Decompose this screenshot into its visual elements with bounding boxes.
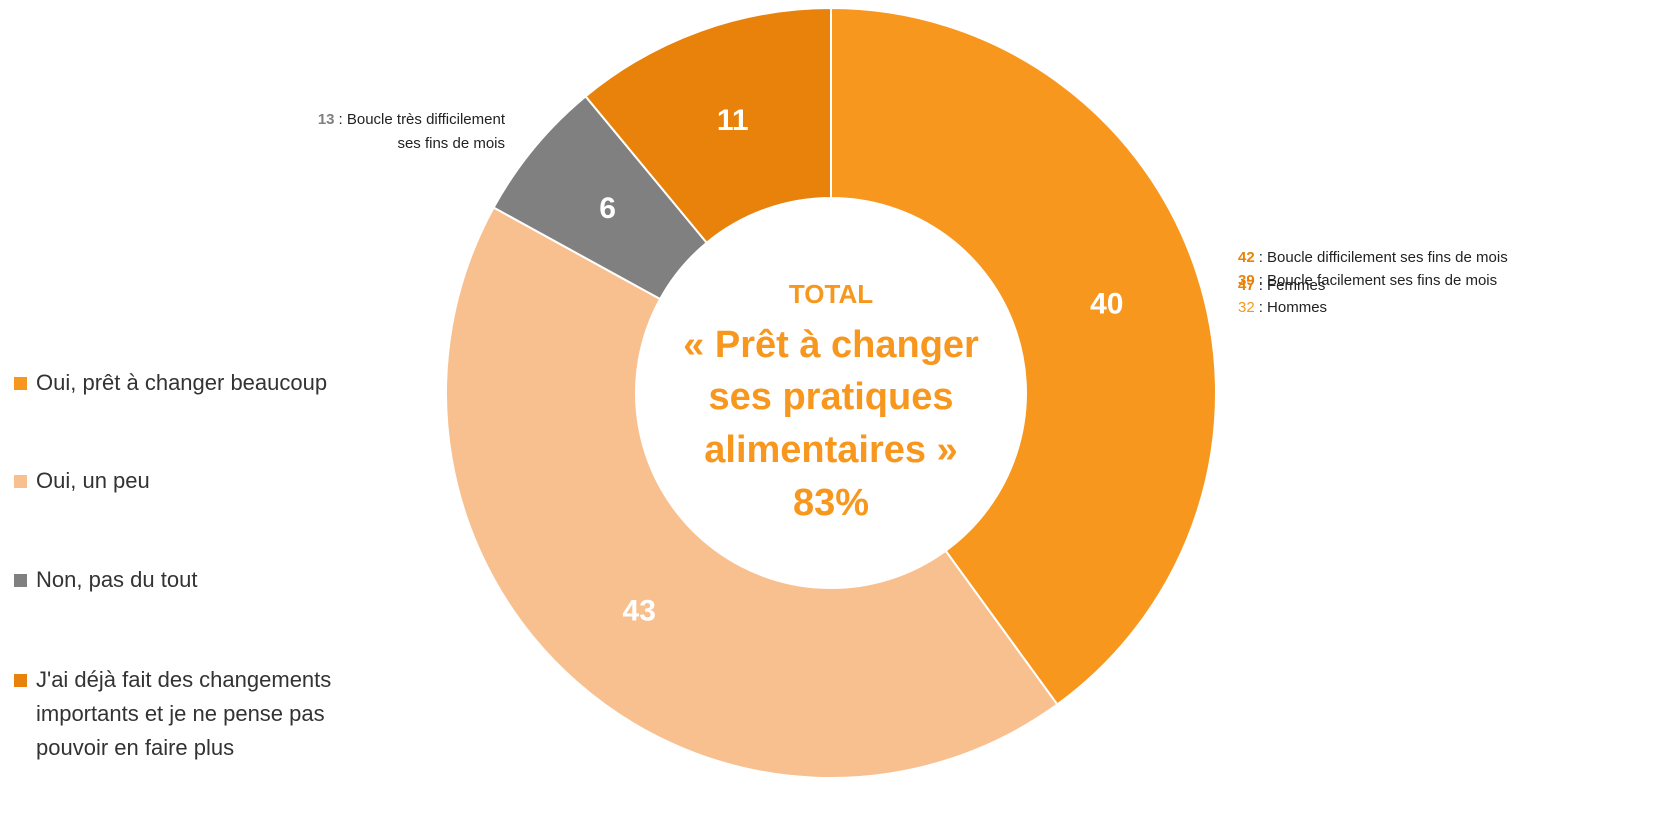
legend-label: Oui, un peu — [36, 468, 150, 493]
annotation: 47: Femmes — [1238, 277, 1325, 294]
center-text: TOTAL — [789, 279, 873, 309]
data-label: 6 — [599, 192, 616, 225]
legend-item: Oui, prêt à changer beaucoup — [14, 366, 364, 400]
annotation-text: ses fins de mois — [397, 135, 505, 152]
legend-item: J'ai déjà fait des changements important… — [14, 663, 364, 765]
annotation-number: 13 — [318, 111, 335, 128]
donut-segment — [445, 206, 1059, 779]
legend-swatch — [14, 674, 27, 687]
legend-label: Non, pas du tout — [36, 567, 198, 592]
annotation: 13: Boucle très difficilement — [318, 111, 506, 128]
data-label: 40 — [1090, 287, 1123, 320]
legend-item: Oui, un peu — [14, 464, 364, 498]
annotation-text: : Boucle difficilement ses fins de mois — [1259, 249, 1508, 266]
annotation-text: : Boucle très difficilement — [339, 111, 506, 128]
annotation: 32: Hommes — [1238, 299, 1327, 316]
center-text: ses pratiques — [709, 376, 954, 418]
legend-swatch — [14, 475, 27, 488]
annotation-text: : Boucle facilement ses fins de mois — [1259, 272, 1497, 289]
center-text: « Prêt à changer — [683, 324, 979, 366]
annotation-number: 32 — [1238, 299, 1255, 316]
legend-label: J'ai déjà fait des changements important… — [36, 667, 332, 760]
center-text: 83% — [793, 482, 869, 524]
data-label: 43 — [623, 594, 656, 627]
legend-item: Non, pas du tout — [14, 563, 364, 597]
annotation-number: 47 — [1238, 277, 1255, 294]
annotation-text: : Hommes — [1259, 299, 1327, 316]
center-text: alimentaires » — [704, 429, 957, 471]
legend-label: Oui, prêt à changer beaucoup — [36, 370, 328, 395]
annotation: 39: Boucle facilement ses fins de mois — [1238, 272, 1497, 289]
annotation-number: 42 — [1238, 249, 1255, 266]
annotation: ses fins de mois — [397, 135, 505, 152]
data-label: 11 — [717, 104, 749, 137]
legend-swatch — [14, 377, 27, 390]
annotation-text: : Femmes — [1259, 277, 1326, 294]
donut-segment — [584, 6, 832, 245]
annotation-number: 39 — [1238, 272, 1255, 289]
annotation: 42: Boucle difficilement ses fins de moi… — [1238, 249, 1508, 266]
legend-swatch — [14, 574, 27, 587]
donut-segment — [830, 6, 1217, 706]
